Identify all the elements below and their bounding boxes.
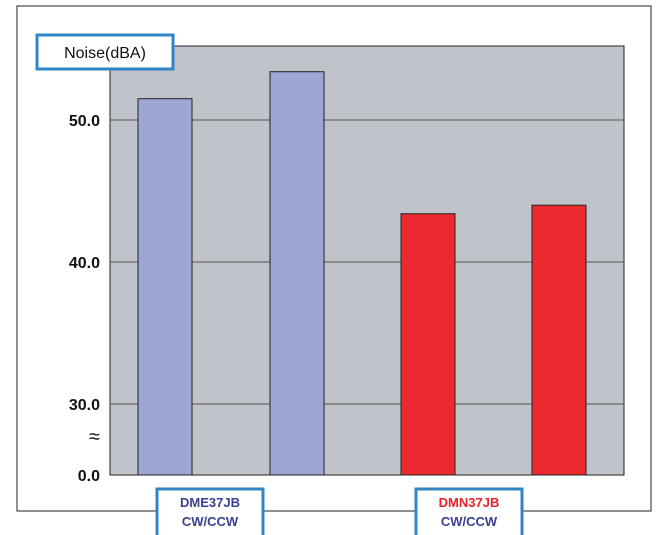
y-tick-label: 30.0 xyxy=(69,397,100,414)
category-name: DMN37JB xyxy=(439,495,500,510)
category-sub: CW/CCW xyxy=(441,514,498,529)
category-label: DMN37JB CW/CCW xyxy=(414,487,524,535)
category-name: DME37JB xyxy=(180,495,240,510)
category-sub: CW/CCW xyxy=(182,514,239,529)
y-tick-label: 50.0 xyxy=(69,113,100,130)
y-axis-label-text: Noise(dBA) xyxy=(64,45,146,62)
category-label: DME37JB CW/CCW xyxy=(155,487,265,535)
axis-break-symbol: ≈ xyxy=(89,426,100,448)
bars xyxy=(137,71,587,476)
y-tick-label: 40.0 xyxy=(69,255,100,272)
bar xyxy=(400,213,456,476)
y-tick-label: 0.0 xyxy=(78,468,100,485)
category-label-box xyxy=(155,487,265,535)
category-label-box xyxy=(414,487,524,535)
y-axis-label-box xyxy=(35,33,175,71)
y-axis-label: Noise(dBA) xyxy=(35,33,175,71)
y-tick-labels: 50.0 40.0 30.0 0.0 xyxy=(69,113,100,485)
bar xyxy=(137,98,193,476)
category-labels: DME37JB CW/CCW DMN37JB CW/CCW xyxy=(155,487,524,535)
bar xyxy=(531,204,587,476)
bar xyxy=(269,71,325,476)
